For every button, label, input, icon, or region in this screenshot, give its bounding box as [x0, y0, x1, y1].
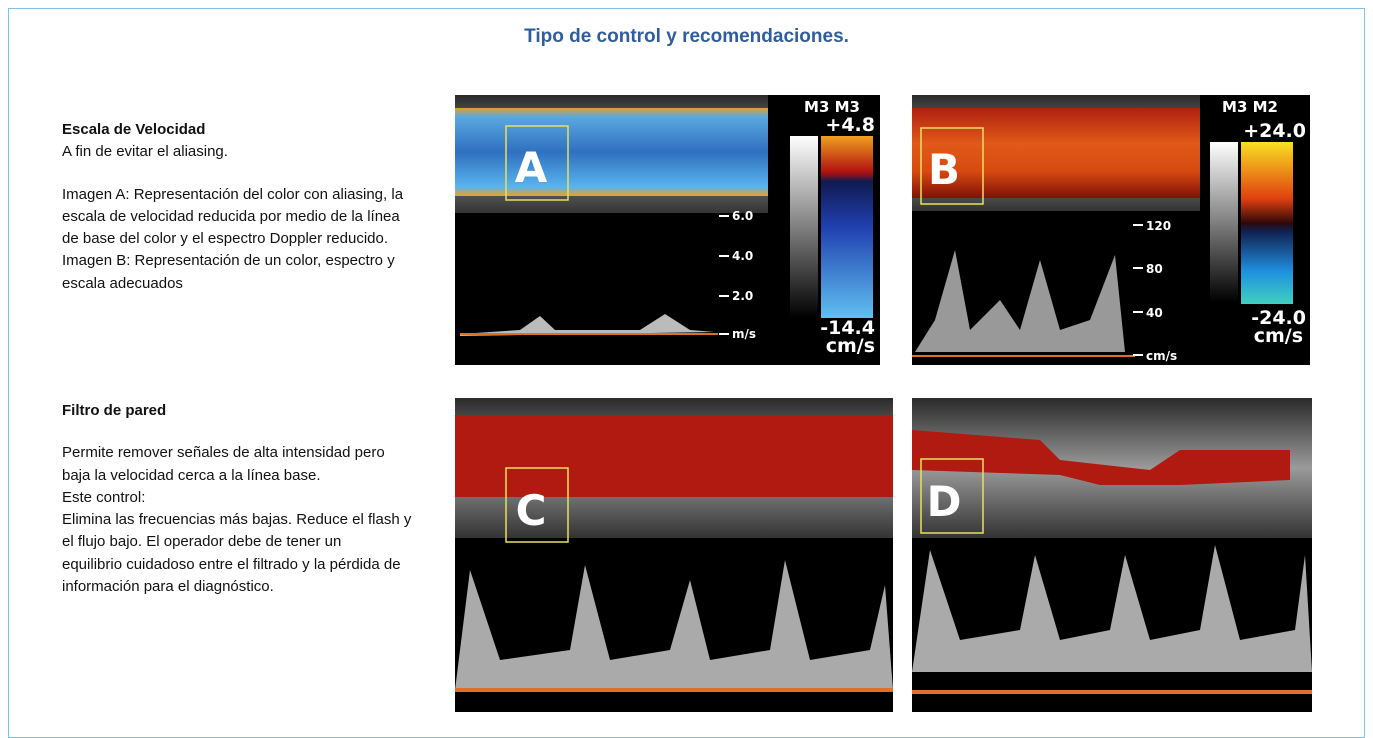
axis-label: 2.0	[732, 289, 753, 303]
scale-header: M3 M2	[1222, 98, 1278, 116]
axis-label: 4.0	[732, 249, 753, 263]
axis-label: 80	[1146, 262, 1163, 276]
scale-max: +24.0	[1243, 120, 1306, 142]
axis-label: 120	[1146, 219, 1171, 233]
axis-unit: m/s	[732, 327, 756, 341]
image-label: B	[928, 145, 960, 194]
axis-unit: cm/s	[1146, 349, 1177, 363]
scale-max: +4.8	[825, 114, 875, 136]
scale-unit: cm/s	[1254, 325, 1303, 347]
scale-unit: cm/s	[826, 335, 875, 357]
page: Tipo de control y recomendaciones. Escal…	[0, 0, 1373, 729]
image-label: D	[927, 477, 962, 526]
axis-label: 40	[1146, 306, 1163, 320]
image-label: C	[516, 486, 547, 535]
images: AM3 M3+4.8-14.4cm/s6.04.02.0m/sBM3 M2+24…	[0, 0, 1373, 729]
axis-label: 6.0	[732, 209, 753, 223]
image-label: A	[515, 143, 548, 192]
